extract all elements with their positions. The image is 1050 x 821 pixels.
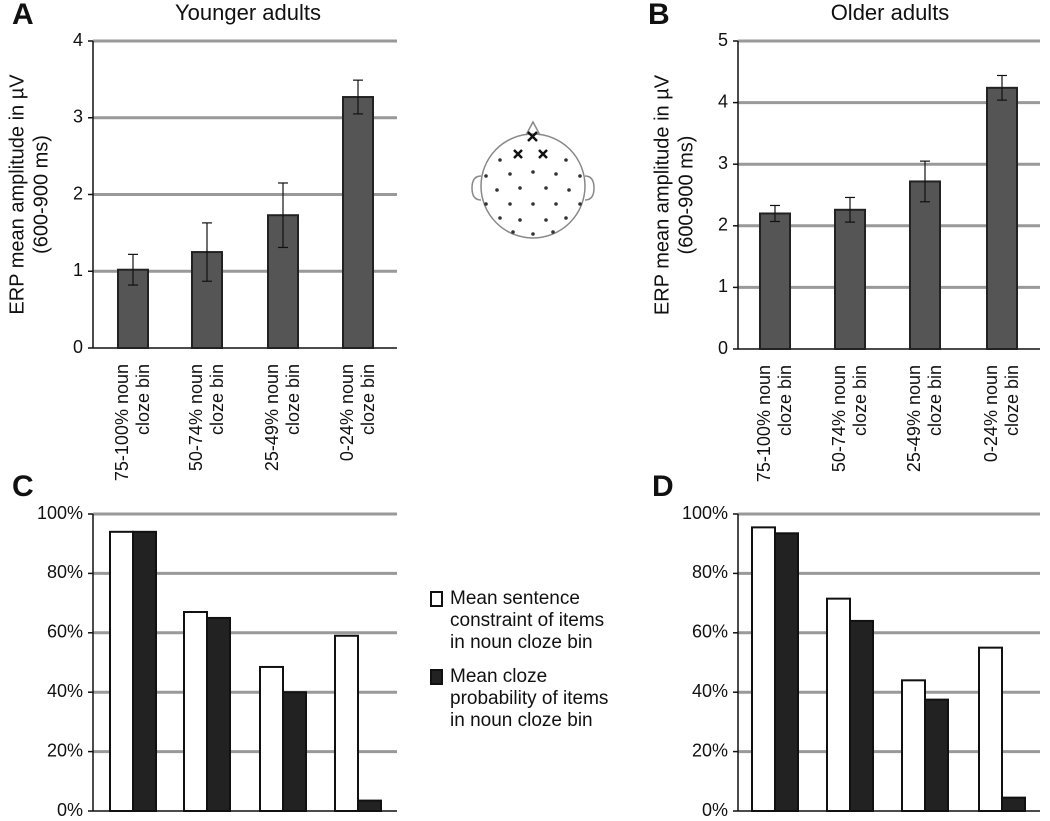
- bar: [183, 611, 208, 813]
- legend-label: in noun cloze bin: [450, 710, 593, 731]
- bar: [986, 86, 1018, 350]
- bar: [132, 530, 157, 812]
- y-axis-label: (600-900 ms): [675, 136, 697, 255]
- bar: [849, 619, 874, 812]
- legend-swatch: [430, 669, 443, 685]
- x-tick-label: 25-49% noun: [904, 365, 924, 472]
- x-tick-label: cloze bin: [925, 365, 945, 436]
- x-tick-label: cloze bin: [1002, 365, 1022, 436]
- chart-title: Older adults: [831, 0, 950, 25]
- x-tick-label: 0-24% noun: [981, 365, 1001, 462]
- y-tick-label: 100%: [37, 503, 83, 523]
- bar: [834, 208, 866, 350]
- y-tick-label: 100%: [682, 503, 728, 523]
- y-tick-label: 0: [73, 337, 83, 357]
- y-tick-label: 0: [718, 338, 728, 358]
- legend-label: Mean sentence: [450, 588, 580, 609]
- panel-letter: C: [12, 470, 34, 503]
- x-tick-label: cloze bin: [775, 365, 795, 436]
- y-tick-label: 5: [718, 30, 728, 50]
- y-tick-label: 20%: [47, 740, 83, 760]
- legend-label: Mean cloze: [450, 666, 547, 687]
- bar: [282, 691, 307, 813]
- legend-label: probability of items: [450, 688, 608, 709]
- y-tick-label: 1: [718, 276, 728, 296]
- y-tick-label: 3: [718, 153, 728, 173]
- x-tick-label: 25-49% noun: [262, 364, 282, 471]
- x-tick-label: cloze bin: [283, 364, 303, 435]
- y-tick-label: 4: [73, 30, 83, 50]
- bar: [109, 530, 134, 812]
- y-tick-label: 2: [73, 183, 83, 203]
- bar: [759, 212, 791, 350]
- y-tick-label: 1: [73, 260, 83, 280]
- y-tick-label: 4: [718, 91, 728, 111]
- bar: [334, 634, 359, 813]
- panel-letter: A: [12, 0, 34, 31]
- x-tick-label: 75-100% noun: [112, 364, 132, 481]
- bar: [751, 526, 776, 812]
- x-tick-label: 0-24% noun: [337, 364, 357, 461]
- legend-label: constraint of items: [450, 610, 604, 631]
- bar: [901, 679, 926, 812]
- x-tick-label: 50-74% noun: [186, 364, 206, 471]
- y-tick-label: 0%: [57, 800, 83, 820]
- x-tick-label: cloze bin: [850, 365, 870, 436]
- y-tick-label: 3: [73, 107, 83, 127]
- y-tick-label: 40%: [692, 681, 728, 701]
- bar: [909, 180, 941, 350]
- x-tick-label: 75-100% noun: [754, 365, 774, 482]
- y-axis-label: ERP mean amplitude in µV: [651, 74, 673, 315]
- bar: [342, 96, 374, 349]
- y-tick-label: 0%: [702, 800, 728, 820]
- x-tick-label: cloze bin: [358, 364, 378, 435]
- bar: [1001, 796, 1026, 813]
- x-tick-label: cloze bin: [133, 364, 153, 435]
- bar: [774, 532, 799, 812]
- legend-swatch: [430, 591, 443, 607]
- y-tick-label: 80%: [47, 562, 83, 582]
- y-tick-label: 20%: [692, 740, 728, 760]
- y-tick-label: 40%: [47, 681, 83, 701]
- y-tick-label: 60%: [692, 622, 728, 642]
- y-tick-label: 80%: [692, 562, 728, 582]
- bar: [357, 799, 382, 812]
- bar: [924, 698, 949, 812]
- bar: [259, 665, 284, 813]
- legend-label: in noun cloze bin: [450, 632, 593, 653]
- y-axis-label: (600-900 ms): [30, 135, 52, 254]
- bar: [978, 646, 1003, 813]
- y-axis-label: ERP mean amplitude in µV: [6, 74, 28, 315]
- y-tick-label: 2: [718, 215, 728, 235]
- x-tick-label: 50-74% noun: [829, 365, 849, 472]
- bar: [826, 597, 851, 813]
- chart-title: Younger adults: [175, 0, 321, 25]
- y-tick-label: 60%: [47, 622, 83, 642]
- scalp-map: [471, 120, 595, 239]
- x-tick-label: cloze bin: [207, 364, 227, 435]
- panel-letter: D: [652, 470, 674, 503]
- bar: [206, 616, 231, 813]
- panel-letter: B: [648, 0, 670, 31]
